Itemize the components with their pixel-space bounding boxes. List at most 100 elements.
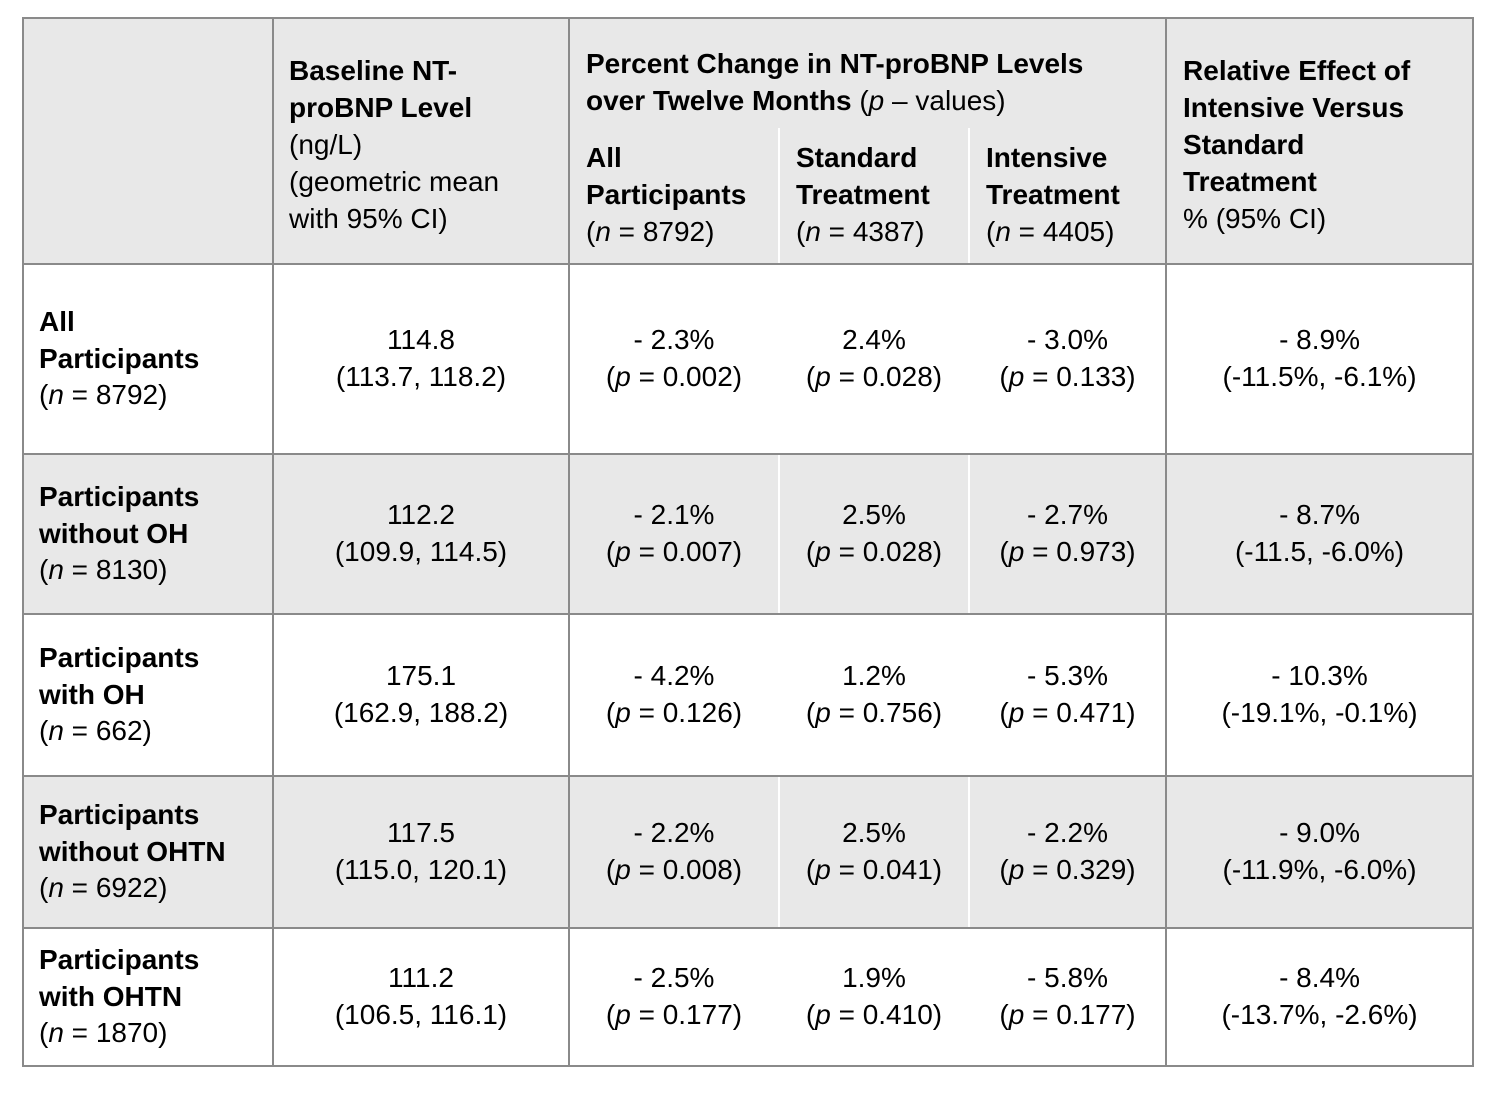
row-n-count: (n = 1870) (39, 1017, 168, 1049)
baseline-header-note: (geometric mean with 95% CI) (289, 165, 500, 234)
baseline-mean: 175.1 (385, 660, 457, 692)
table-container: Baseline NT- proBNP Level (ng/L) (geomet… (22, 17, 1475, 1067)
table-header: Baseline NT- proBNP Level (ng/L) (geomet… (22, 17, 1475, 265)
percent-change-value: 2.5% (842, 817, 906, 849)
intensive-treatment-cell: - 2.2% (p = 0.329) (967, 775, 1168, 929)
relative-effect-ci: (-11.5%, -6.1%) (1222, 361, 1417, 392)
table-row: Participants with OHTN (n = 1870) 111.2 … (22, 927, 1475, 1067)
baseline-cell: 175.1 (162.9, 188.2) (272, 613, 570, 777)
all-participants-cell: - 2.1% (p = 0.007) (568, 453, 780, 615)
percent-change-value: 2.4% (842, 324, 906, 356)
standard-treatment-column-title: Standard Treatment (796, 142, 930, 210)
p-value: (p = 0.329) (999, 854, 1136, 885)
row-label: All Participants (39, 305, 200, 374)
row-label-cell: Participants with OH (n = 662) (22, 613, 274, 777)
percent-change-value: - 2.7% (1027, 499, 1108, 531)
row-label: Participants without OHTN (39, 798, 226, 867)
relative-effect-cell: - 8.9% (-11.5%, -6.1%) (1165, 263, 1475, 455)
relative-effect-header-note: % (95% CI) (1183, 202, 1327, 234)
header-row-subcolumns: All Participants (n = 8792) Standard Tre… (23, 128, 1473, 265)
baseline-mean: 114.8 (387, 324, 455, 356)
baseline-mean: 117.5 (387, 817, 455, 849)
p-value: (p = 0.028) (805, 361, 943, 392)
row-label: Participants without OH (39, 480, 200, 549)
intensive-treatment-cell: - 3.0% (p = 0.133) (967, 263, 1168, 455)
p-value: (p = 0.008) (605, 854, 743, 885)
p-value: (p = 0.028) (805, 536, 943, 567)
percent-change-value: - 2.2% (1027, 817, 1108, 849)
all-participants-column-header: All Participants (n = 8792) (568, 128, 780, 265)
row-label-cell: Participants without OH (n = 8130) (22, 453, 274, 615)
percent-change-value: - 5.8% (1027, 962, 1108, 994)
intensive-treatment-column-header: Intensive Treatment (n = 4405) (967, 128, 1168, 265)
percent-change-value: 2.5% (842, 499, 906, 531)
all-participants-cell: - 2.2% (p = 0.008) (568, 775, 780, 929)
standard-treatment-cell: 2.5% (p = 0.041) (778, 775, 970, 929)
baseline-ci: (106.5, 116.1) (334, 999, 508, 1030)
all-participants-column-title: All Participants (586, 142, 747, 210)
p-value: (p = 0.002) (605, 361, 743, 392)
standard-treatment-column-header: Standard Treatment (n = 4387) (778, 128, 970, 265)
baseline-mean: 111.2 (388, 962, 454, 994)
baseline-ci: (109.9, 114.5) (334, 536, 508, 567)
results-table: Baseline NT- proBNP Level (ng/L) (geomet… (22, 17, 1475, 1067)
standard-treatment-column-n: (n = 4387) (796, 215, 925, 247)
p-value: (p = 0.177) (605, 999, 743, 1030)
relative-effect-ci: (-11.5, -6.0%) (1234, 536, 1405, 567)
table-row: All Participants (n = 8792) 114.8 (113.7… (22, 263, 1475, 455)
percent-change-value: 1.9% (842, 962, 906, 994)
percent-change-value: - 2.5% (633, 962, 715, 994)
p-value: (p = 0.756) (805, 697, 943, 728)
intensive-treatment-column-n: (n = 4405) (986, 215, 1115, 247)
baseline-header: Baseline NT- proBNP Level (ng/L) (geomet… (272, 17, 570, 265)
p-value: (p = 0.041) (805, 854, 943, 885)
relative-effect-cell: - 10.3% (-19.1%, -0.1%) (1165, 613, 1475, 777)
baseline-cell: 114.8 (113.7, 118.2) (272, 263, 570, 455)
p-value: (p = 0.007) (605, 536, 743, 567)
header-row-groups: Baseline NT- proBNP Level (ng/L) (geomet… (22, 17, 1475, 265)
row-label: Participants with OHTN (39, 943, 200, 1012)
percent-change-group-note: (p – values) (859, 84, 1006, 116)
intensive-treatment-cell: - 5.3% (p = 0.471) (967, 613, 1168, 777)
percent-change-value: 1.2% (842, 660, 906, 692)
relative-effect-value: - 8.9% (1279, 324, 1360, 356)
table-body: All Participants (n = 8792) 114.8 (113.7… (22, 263, 1475, 1067)
standard-treatment-cell: 1.2% (p = 0.756) (778, 613, 970, 777)
baseline-mean: 112.2 (387, 499, 455, 531)
percent-change-group-title: Percent Change in NT-proBNP Levels over … (586, 48, 1084, 116)
row-label: Participants with OH (39, 641, 200, 710)
percent-change-value: - 4.2% (633, 660, 715, 692)
percent-change-value: - 2.1% (633, 499, 715, 531)
relative-effect-cell: - 8.7% (-11.5, -6.0%) (1165, 453, 1475, 615)
percent-change-value: - 2.3% (633, 324, 715, 356)
row-n-count: (n = 8792) (39, 379, 168, 411)
percent-change-value: - 2.2% (633, 817, 715, 849)
relative-effect-value: - 8.7% (1279, 499, 1360, 531)
percent-change-value: - 5.3% (1027, 660, 1108, 692)
p-value: (p = 0.471) (999, 697, 1136, 728)
relative-effect-ci: (-13.7%, -2.6%) (1221, 999, 1418, 1030)
table-row: Participants without OHTN (n = 6922) 117… (22, 775, 1475, 929)
relative-effect-ci: (-19.1%, -0.1%) (1221, 697, 1418, 728)
standard-treatment-cell: 1.9% (p = 0.410) (778, 927, 970, 1067)
baseline-ci: (162.9, 188.2) (333, 697, 509, 728)
relative-effect-ci: (-11.9%, -6.0%) (1222, 854, 1417, 885)
baseline-cell: 112.2 (109.9, 114.5) (272, 453, 570, 615)
all-participants-cell: - 2.5% (p = 0.177) (568, 927, 780, 1067)
p-value: (p = 0.133) (999, 361, 1136, 392)
p-value: (p = 0.410) (805, 999, 943, 1030)
baseline-ci: (115.0, 120.1) (334, 854, 508, 885)
p-value: (p = 0.973) (999, 536, 1136, 567)
baseline-header-unit: (ng/L) (289, 128, 363, 160)
intensive-treatment-cell: - 2.7% (p = 0.973) (967, 453, 1168, 615)
all-participants-column-n: (n = 8792) (586, 215, 715, 247)
intensive-treatment-cell: - 5.8% (p = 0.177) (967, 927, 1168, 1067)
relative-effect-value: - 10.3% (1271, 660, 1368, 692)
percent-change-group-header: Percent Change in NT-proBNP Levels over … (567, 17, 1168, 128)
standard-treatment-cell: 2.5% (p = 0.028) (778, 453, 970, 615)
table-row: Participants without OH (n = 8130) 112.2… (22, 453, 1475, 615)
p-value: (p = 0.126) (605, 697, 743, 728)
relative-effect-header-title: Relative Effect of Intensive Versus Stan… (1183, 55, 1411, 197)
row-label-cell: Participants with OHTN (n = 1870) (22, 927, 274, 1067)
